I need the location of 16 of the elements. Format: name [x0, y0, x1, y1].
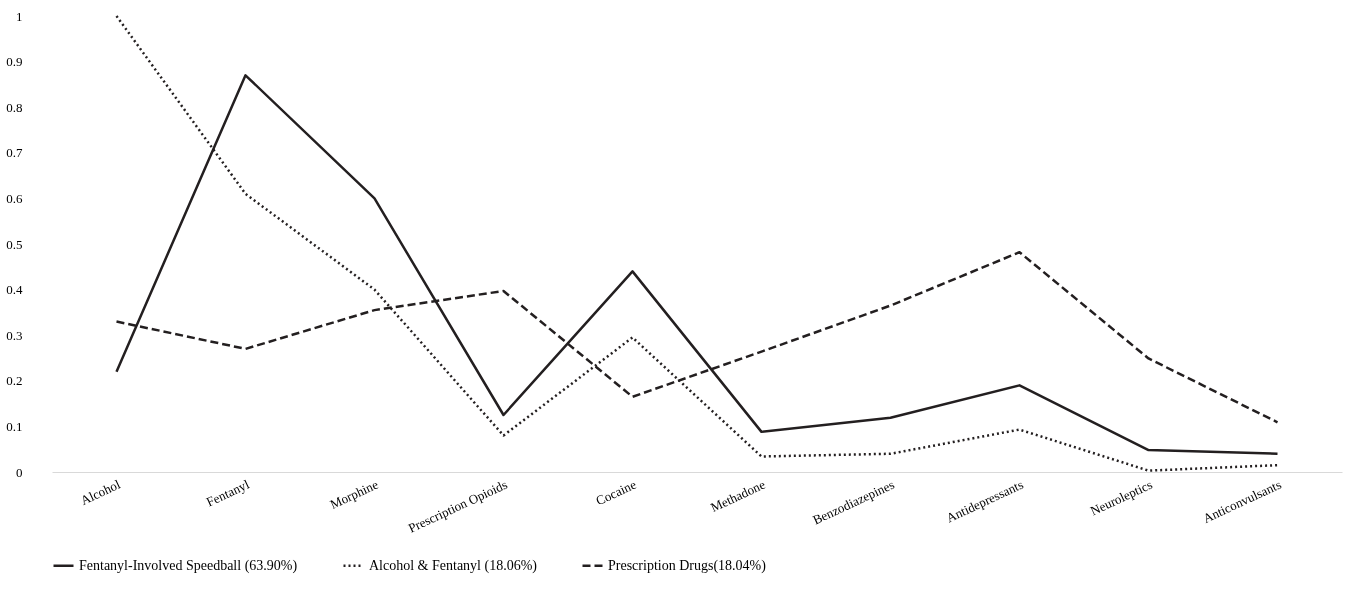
- y-tick-label: 0.7: [6, 145, 23, 161]
- legend-label: Fentanyl-Involved Speedball (63.90%): [79, 557, 298, 574]
- y-tick-label: 0.1: [6, 418, 23, 434]
- legend-label: Prescription Drugs(18.04%): [608, 557, 767, 574]
- y-tick-label: 1: [16, 8, 23, 24]
- y-tick-label: 0.3: [6, 327, 23, 343]
- x-tick-label: Cocaine: [593, 476, 639, 509]
- line-series: [115, 14, 1279, 472]
- y-tick-label: 0.9: [6, 54, 23, 70]
- y-tick-label: 0.4: [6, 282, 23, 298]
- y-tick-label: 0.8: [6, 99, 23, 115]
- y-tick-label: 0.2: [6, 373, 23, 389]
- y-tick-label: 0.5: [6, 236, 23, 252]
- y-tick-label: 0.6: [6, 190, 23, 206]
- legend-label: Alcohol & Fentanyl (18.06%): [369, 557, 538, 574]
- y-tick-label: 0: [16, 464, 23, 480]
